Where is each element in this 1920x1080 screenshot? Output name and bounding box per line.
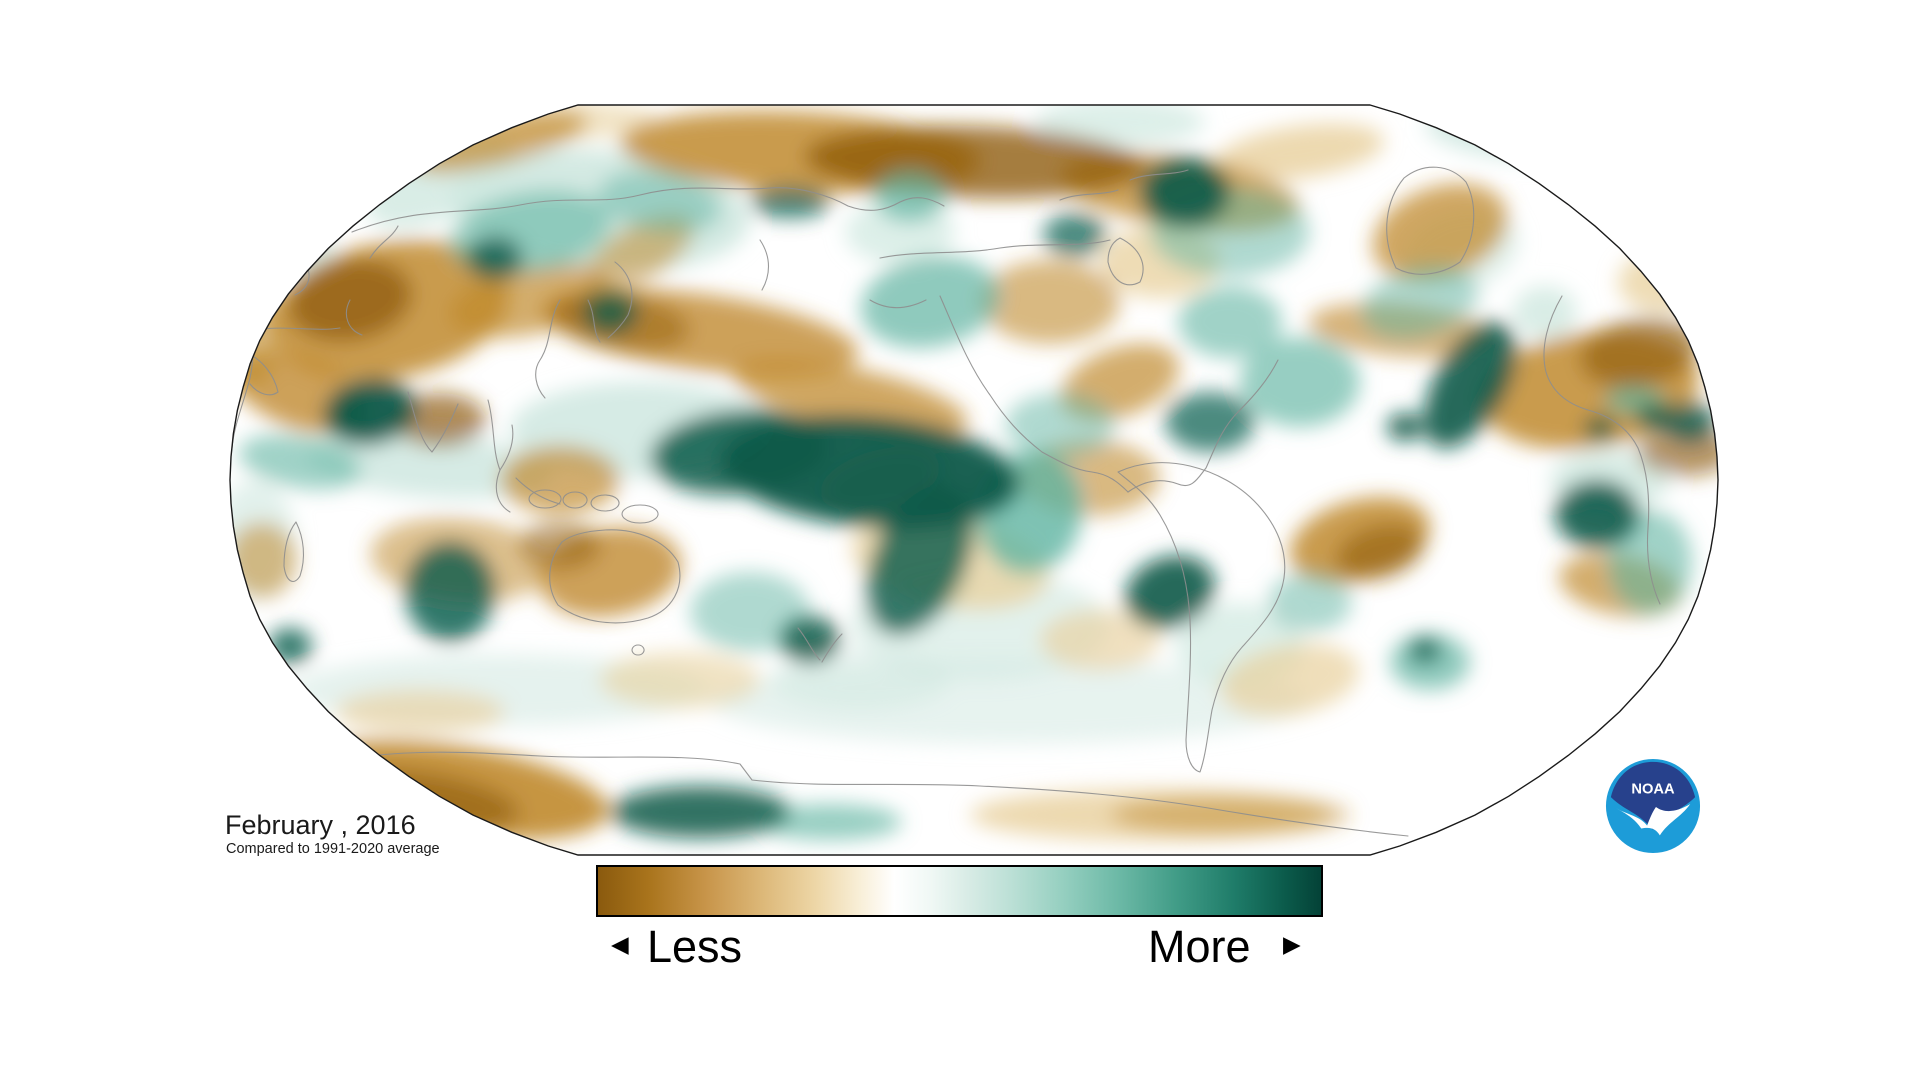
coastline-india <box>407 391 459 453</box>
anomaly-blob <box>1637 428 1718 476</box>
anomaly-blob <box>1409 637 1441 663</box>
anomaly-blob <box>1165 392 1255 452</box>
anomaly-blob <box>1584 417 1616 439</box>
coastline-china-japan <box>535 261 633 399</box>
anomaly-blob <box>305 431 555 499</box>
anomaly-blob <box>1140 157 1230 227</box>
anomaly-blob <box>1336 524 1424 580</box>
colorbar <box>596 865 1323 917</box>
legend-more-label: More <box>1148 921 1251 972</box>
anomaly-blob <box>1268 572 1352 632</box>
coastlines <box>231 166 1661 837</box>
anomaly-blob <box>1423 321 1517 449</box>
anomaly-blob <box>770 650 950 710</box>
coastline-australia <box>549 529 681 656</box>
anomaly-blob <box>866 484 974 636</box>
anomaly-blob <box>230 522 297 598</box>
anomaly-blob <box>690 572 810 652</box>
anomaly-blob <box>610 786 790 838</box>
coastline-greenland <box>1386 166 1475 275</box>
anomaly-blob <box>1040 610 1160 670</box>
coastline-indochina-malaya <box>487 399 561 513</box>
coastline-new-zealand <box>797 627 843 663</box>
anomaly-blob <box>1110 795 1350 835</box>
coastline-alaska-west-america <box>869 295 1129 493</box>
anomaly-blob <box>1005 393 1115 457</box>
anomaly-blob <box>405 542 495 642</box>
anomaly-blob <box>1240 337 1360 427</box>
coastline-hudson-bay <box>1107 237 1144 286</box>
anomaly-blob <box>582 290 638 334</box>
anomaly-blob <box>874 170 946 222</box>
coastline-scandinavia <box>369 225 399 259</box>
anomaly-blob <box>1178 286 1282 358</box>
anomaly-blob <box>1387 413 1423 441</box>
coastline-kamchatka <box>759 239 770 291</box>
more-arrow-icon: ▶ <box>1283 932 1301 958</box>
anomaly-blob <box>1664 402 1716 442</box>
coastline-south-america <box>1117 462 1286 773</box>
anomaly-blob <box>1125 555 1215 629</box>
anomaly-field <box>230 105 1718 841</box>
map-subtitle: Compared to 1991-2020 average <box>226 841 440 857</box>
noaa-logo-text: NOAA <box>1631 781 1675 797</box>
anomaly-blob <box>324 378 416 446</box>
anomaly-blob <box>758 804 902 840</box>
anomaly-blob <box>1361 264 1479 340</box>
noaa-seagull-icon <box>1615 804 1691 836</box>
anomaly-blob <box>1555 480 1639 548</box>
anomaly-blob <box>600 652 760 708</box>
anomaly-blob <box>1043 213 1107 257</box>
less-arrow-icon: ◀ <box>611 932 629 958</box>
anomaly-blob <box>467 236 523 280</box>
anomaly-blob <box>1215 123 1385 181</box>
anomaly-blob <box>412 111 588 173</box>
anomaly-blob <box>238 434 362 490</box>
anomaly-blob <box>1035 105 1205 146</box>
anomaly-blob <box>394 393 486 447</box>
coastline-eurasia-north <box>351 187 945 233</box>
coastline-indonesia <box>528 489 659 524</box>
anomaly-blob <box>335 690 505 734</box>
anomaly-blob <box>1513 286 1577 338</box>
map-title: February , 2016 <box>225 810 416 840</box>
anomaly-blob <box>1580 316 1700 388</box>
noaa-logo-sky-shape <box>1610 761 1696 830</box>
coastline-arctic-america <box>879 169 1189 259</box>
anomaly-blob <box>780 616 840 664</box>
anomaly-blob <box>1220 643 1360 717</box>
coastline-gulf-east-coast <box>1127 359 1279 493</box>
coastline-antarctica <box>329 751 1409 837</box>
legend-less-label: Less <box>647 921 743 972</box>
map-outline <box>229 104 1719 856</box>
coastline-africa-west <box>1543 295 1661 605</box>
anomaly-blob <box>732 359 968 437</box>
noaa-logo: NOAA <box>1605 758 1701 854</box>
anomaly-blob <box>980 260 1120 344</box>
anomaly-blob <box>860 256 1000 348</box>
anomaly-blob <box>750 186 830 218</box>
anomaly-blob <box>598 170 722 234</box>
anomaly-blob <box>230 268 282 392</box>
coastline-madagascar <box>283 521 305 582</box>
